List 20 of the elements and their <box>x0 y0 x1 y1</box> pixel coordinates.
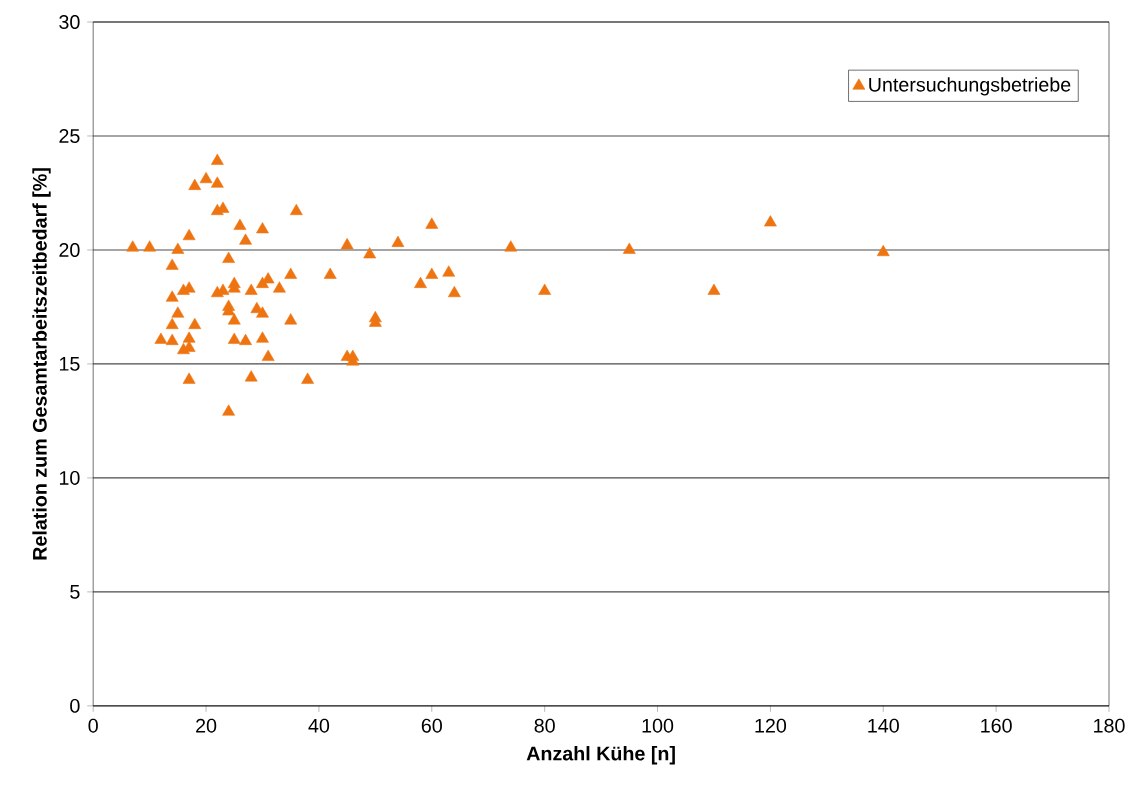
x-axis-title: Anzahl Kühe [n] <box>526 746 675 765</box>
x-tick-label: 40 <box>308 718 330 733</box>
x-tick-label: 0 <box>88 718 98 733</box>
y-tick-label: 20 <box>59 243 80 257</box>
y-axis-title: Relation zum Gesamtarbeitszeitbedarf [%] <box>32 168 51 560</box>
legend-label: Untersuchungsbetriebe <box>869 77 1071 96</box>
x-tick-label: 80 <box>534 718 555 733</box>
x-tick-label: 60 <box>421 718 442 733</box>
y-tick-label: 0 <box>70 698 80 713</box>
y-tick-label: 5 <box>70 585 80 599</box>
x-tick-label: 120 <box>755 718 787 733</box>
x-tick-label: 140 <box>868 718 899 733</box>
x-tick-label: 100 <box>642 718 674 733</box>
y-tick-label: 30 <box>59 15 80 30</box>
x-tick-label: 180 <box>1094 718 1125 733</box>
x-tick-label: 160 <box>981 718 1012 733</box>
y-tick-label: 25 <box>59 129 80 144</box>
x-tick-label: 20 <box>196 718 217 733</box>
y-tick-label: 15 <box>59 357 80 371</box>
y-tick-label: 10 <box>59 471 80 485</box>
